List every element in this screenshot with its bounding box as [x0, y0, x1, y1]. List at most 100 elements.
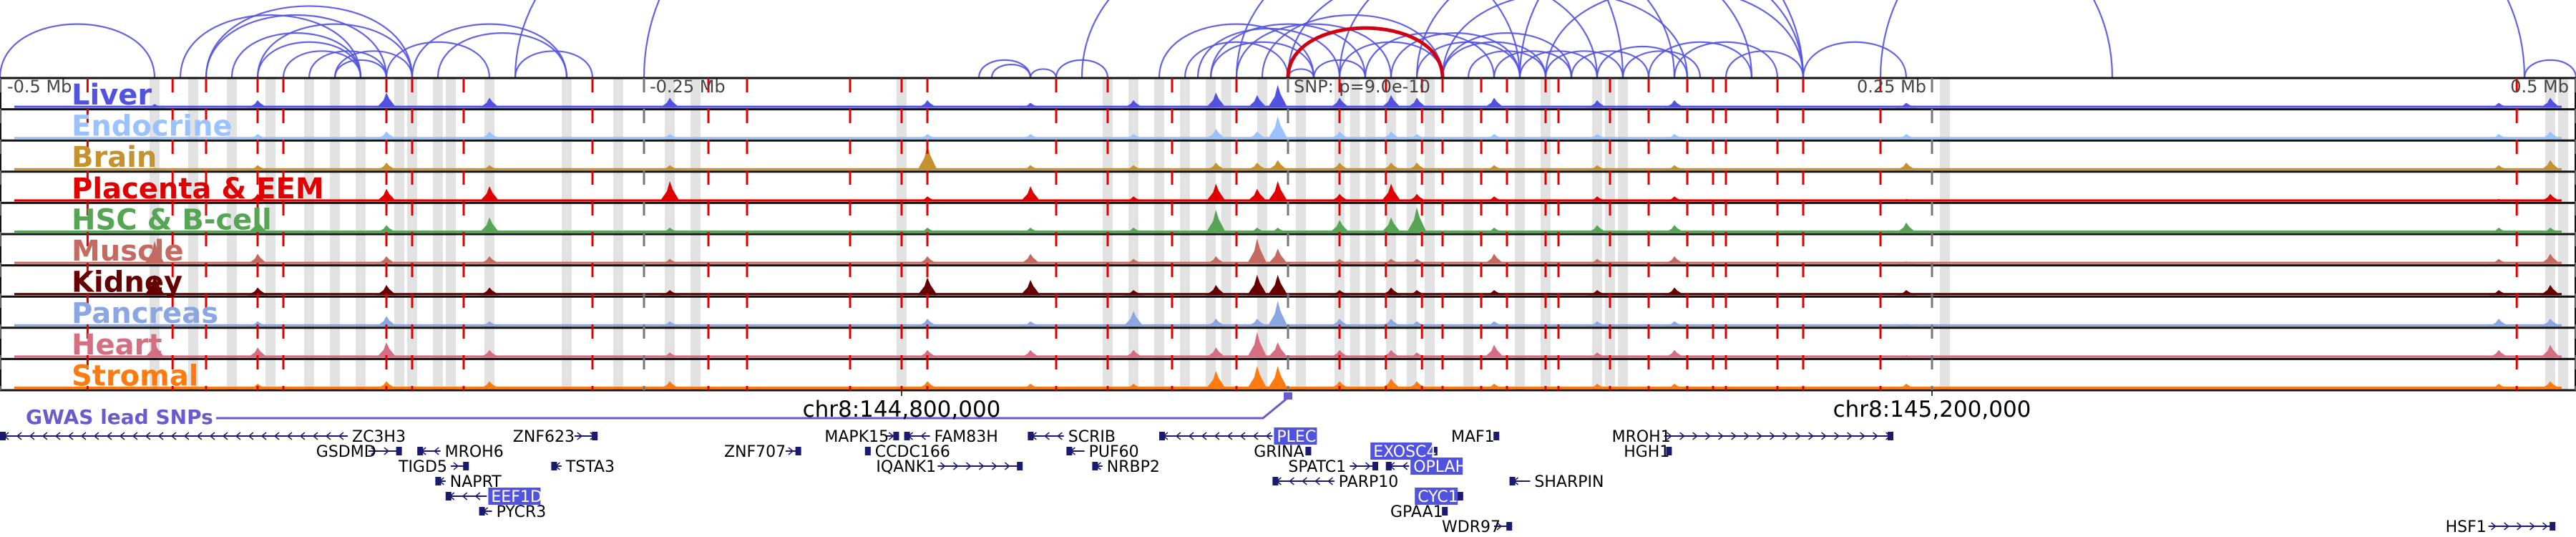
gene-label: GSDMD	[316, 443, 376, 461]
gene-exon	[893, 432, 899, 440]
hic-arc	[1184, 41, 1289, 79]
hic-arc	[1802, 41, 1908, 79]
hic-arc	[1235, 23, 1392, 79]
gene-highlight	[488, 488, 541, 505]
signal-peak	[248, 287, 268, 296]
ruler-label: 0.5 Mb	[2510, 77, 2569, 97]
signal-peak	[376, 381, 396, 389]
signal-peak	[1020, 134, 1040, 140]
signal-peak	[1020, 321, 1040, 326]
signal-peak	[1407, 163, 1427, 170]
signal-peak	[1206, 256, 1226, 264]
strand-arrow-icon	[1352, 462, 1358, 470]
gene-exon	[1305, 447, 1312, 455]
signal-peak	[145, 324, 165, 326]
gene-hgh1: HGH1	[1624, 443, 1672, 461]
track-baseline	[14, 105, 2562, 108]
signal-peak	[1123, 258, 1143, 264]
strand-arrow-icon	[371, 447, 376, 455]
hic-arc	[1287, 0, 1599, 79]
gene-mapk15: MAPK15	[824, 428, 899, 446]
strand-arrow-icon	[1860, 432, 1865, 440]
signal-peak	[1330, 319, 1350, 326]
signal-peak	[1020, 102, 1040, 108]
strand-arrow-icon	[1496, 522, 1503, 531]
signal-peak	[2540, 319, 2560, 326]
signal-peak	[1123, 165, 1143, 170]
signal-peak	[1330, 163, 1350, 170]
strand-arrow-icon	[183, 432, 190, 440]
signal-peak	[1587, 165, 1607, 170]
signal-peak	[1246, 238, 1267, 264]
hic-arc	[1080, 0, 1521, 79]
gene-exosc4: EXOSC4	[1370, 442, 1438, 461]
gwas-connector	[216, 397, 1287, 420]
strand-arrow-icon	[1718, 432, 1724, 440]
signal-peak	[248, 253, 268, 264]
gene-label: MAPK15	[824, 428, 889, 446]
hic-arc	[1235, 0, 1676, 79]
hic-arc	[977, 59, 1032, 79]
signal-peak	[479, 321, 499, 326]
signal-peak	[1267, 274, 1288, 296]
signal-peak	[1407, 193, 1427, 202]
hic-arc	[308, 50, 388, 79]
strand-arrow-icon	[312, 432, 318, 440]
signal-peak	[1587, 100, 1607, 108]
strand-arrow-icon	[1044, 432, 1050, 440]
strand-arrow-icon	[1004, 462, 1010, 470]
signal-peak	[1484, 196, 1504, 202]
strand-arrow-icon	[1188, 432, 1194, 440]
hic-arc	[1570, 50, 1650, 79]
signal-peak	[917, 349, 937, 358]
gene-exon	[592, 432, 598, 440]
signal-peak	[1246, 95, 1267, 108]
signal-peak	[1407, 97, 1427, 108]
strand-arrow-icon	[286, 432, 293, 440]
hic-arc	[643, 0, 1624, 79]
signal-peak	[1896, 261, 1916, 264]
signal-peak	[917, 277, 937, 296]
signal-peak	[1020, 227, 1040, 233]
hic-arc	[1441, 32, 1573, 79]
gene-mroh6: MROH6	[417, 443, 504, 461]
hic-arc	[514, 50, 594, 79]
signal-peak	[660, 381, 680, 389]
signal-peak	[145, 274, 165, 296]
gene-exon	[396, 447, 402, 455]
gene-znf707: ZNF707	[724, 443, 801, 461]
strand-arrow-icon	[1201, 432, 1207, 440]
gene-oplah: OPLAH	[1385, 458, 1467, 476]
gene-exon	[1385, 462, 1392, 470]
strand-arrow-icon	[1847, 432, 1853, 440]
strand-arrow-icon	[1873, 432, 1878, 440]
strand-arrow-icon	[299, 432, 306, 440]
gene-exon	[904, 432, 910, 440]
strand-arrow-icon	[67, 432, 74, 440]
signal-peak	[145, 168, 165, 170]
gene-zc3h3: ZC3H3	[0, 428, 406, 446]
strand-arrow-icon	[145, 432, 151, 440]
track-baseline	[14, 231, 2562, 233]
signal-peak	[1330, 290, 1350, 296]
gene-exon	[1066, 447, 1073, 455]
signal-peak	[376, 284, 396, 296]
strand-arrow-icon	[1402, 462, 1408, 470]
gene-exon	[795, 447, 801, 455]
track-label-brain: Brain	[72, 141, 157, 174]
signal-peak	[1206, 347, 1226, 358]
gene-highlight	[1410, 458, 1463, 475]
signal-peak	[145, 386, 165, 389]
gene-label: HGH1	[1624, 443, 1669, 461]
hic-arc	[1415, 41, 1521, 79]
strand-arrow-icon	[2491, 522, 2497, 531]
strand-arrow-icon	[1302, 477, 1307, 485]
signal-peak	[2540, 381, 2560, 389]
strand-arrow-icon	[1667, 432, 1672, 440]
hic-arc	[256, 23, 414, 79]
hic-arc	[1029, 68, 1058, 79]
gene-highlight	[1274, 427, 1317, 445]
gene-iqank1: IQANK1	[876, 458, 1023, 476]
signal-peak	[2489, 198, 2509, 202]
hic-arc	[1673, 41, 1779, 79]
